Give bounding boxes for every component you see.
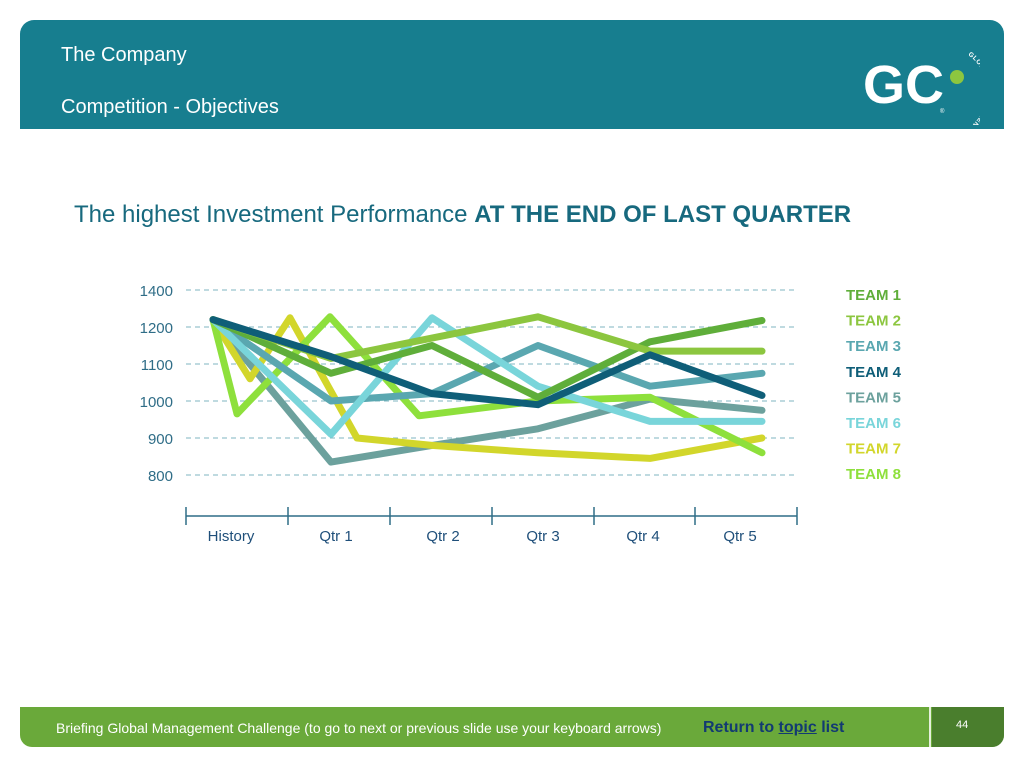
return-suffix: list: [816, 719, 845, 736]
legend-entry: TEAM 5: [846, 389, 901, 406]
legend-entry: TEAM 2: [846, 313, 901, 330]
slide-subtitle: Competition - Objectives: [61, 96, 279, 118]
series-line-team-4: [209, 316, 766, 409]
headline-normal: The highest Investment Performance: [74, 201, 475, 228]
series-line-team-6: [209, 314, 766, 438]
legend-entry: TEAM 8: [846, 466, 901, 483]
x-tick-label: Qtr 3: [526, 528, 559, 545]
page-number: 44: [956, 719, 969, 731]
legend-entry: TEAM 7: [846, 441, 901, 458]
x-tick-label: Qtr 4: [626, 528, 659, 545]
gmc-logo: GC GLOBAL MANAGEMENT CHALLENGE ®: [860, 35, 980, 125]
y-tick-label: 1200: [140, 320, 173, 337]
return-to-topic-list[interactable]: Return to topic list: [703, 719, 844, 737]
y-tick-label: 800: [148, 468, 173, 485]
footer-text: Briefing Global Management Challenge (to…: [56, 720, 662, 736]
logo-dot: [950, 70, 964, 84]
legend-entry: TEAM 1: [846, 287, 901, 304]
x-tick-label: History: [208, 528, 255, 545]
footer-separator: [929, 707, 931, 747]
series-line-team-8: [209, 313, 766, 457]
return-prefix: Return to: [703, 719, 779, 736]
slide-title: The Company: [61, 44, 187, 66]
topic-link[interactable]: topic: [778, 719, 817, 736]
y-tick-label: 1000: [140, 394, 173, 411]
x-tick-label: Qtr 1: [319, 528, 352, 545]
headline-bold: AT THE END OF LAST QUARTER: [474, 201, 852, 228]
legend-entry: TEAM 3: [846, 338, 901, 355]
y-tick-label: 900: [148, 431, 173, 448]
slide-header: The Company Competition - Objectives GC …: [20, 20, 1004, 129]
legend-entry: TEAM 4: [846, 364, 902, 381]
registered-mark: ®: [940, 108, 945, 115]
y-tick-label: 1100: [141, 357, 173, 374]
x-tick-label: Qtr 5: [723, 528, 756, 545]
page-number-box: 44: [932, 707, 1004, 747]
series-line-team-5: [209, 316, 766, 466]
legend-entry: TEAM 6: [846, 415, 901, 432]
series-line-team-1: [209, 316, 766, 401]
chart-headline: The highest Investment Performance AT TH…: [74, 201, 851, 229]
y-tick-label: 1400: [140, 283, 173, 300]
x-tick-label: Qtr 2: [426, 528, 459, 545]
logo-letters: GC: [863, 55, 944, 115]
series-line-team-7: [209, 314, 766, 462]
slide-footer: Briefing Global Management Challenge (to…: [20, 707, 1004, 747]
